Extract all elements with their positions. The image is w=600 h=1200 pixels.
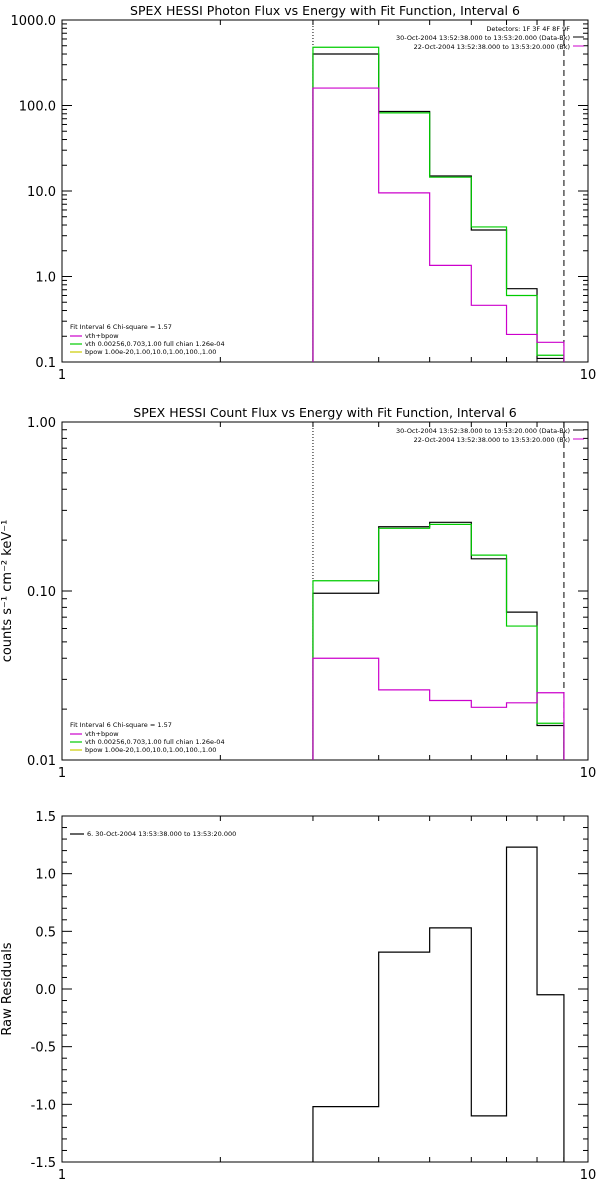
- info-line: 30-Oct-2004 13:52:38.000 to 13:53:20.000…: [396, 427, 570, 435]
- info-line: Detectors: 1F 3F 4F 8F 9F: [486, 25, 570, 33]
- chart-title: SPEX HESSI Photon Flux vs Energy with Fi…: [130, 3, 520, 18]
- y-tick-label: 1.5: [35, 810, 56, 825]
- series-data-histogram: [312, 521, 565, 760]
- series-data-histogram: [312, 53, 565, 362]
- series-total_fit-histogram: [312, 46, 565, 362]
- info-line: 22-Oct-2004 13:52:38.000 to 13:53:20.000…: [414, 436, 570, 444]
- x-tick-label: 1: [58, 368, 66, 383]
- legend-label: bpow 1.00e-20,1.00,10.0,1.00,100.,1.00: [85, 746, 216, 754]
- y-tick-label: 1.00: [27, 416, 56, 431]
- legend-title: Fit Interval 6 Chi-square = 1.57: [70, 323, 172, 331]
- y-tick-label: 100.0: [19, 100, 56, 115]
- plot-data-area: [312, 20, 565, 362]
- info-line: 22-Oct-2004 13:52:38.000 to 13:53:20.000…: [414, 43, 570, 51]
- x-tick-label: 10: [580, 1168, 597, 1183]
- legend-label: vth 0.00256,0.703,1.00 full chian 1.26e-…: [85, 340, 225, 348]
- legend-label: bpow 1.00e-20,1.00,10.0,1.00,100.,1.00: [85, 348, 216, 356]
- y-tick-label: -1.5: [31, 1156, 56, 1171]
- chart-panel-2: SPEX HESSI Count Flux vs Energy with Fit…: [0, 405, 596, 781]
- y-tick-label: 1.0: [35, 868, 56, 883]
- plot-frame: [61, 19, 589, 363]
- x-tick-label: 1: [58, 1168, 66, 1183]
- chart-panel-3: 1 10 1.5 1.0 0.5 0.0 -0.5 -1.0 -1.5 Raw Residuals…: [0, 810, 596, 1183]
- legend-label: vth+bpow: [85, 730, 119, 738]
- legend-title: Fit Interval 6 Chi-square = 1.57: [70, 721, 172, 729]
- y-axis-label: Raw Residuals: [0, 942, 15, 1035]
- x-tick-label: 10: [580, 368, 597, 383]
- x-tick-label: 10: [580, 766, 597, 781]
- y-tick-label: 1.0: [35, 271, 56, 286]
- y-tick-label: 0.0: [35, 983, 56, 998]
- y-tick-label: -1.0: [31, 1098, 56, 1113]
- series-background-histogram: [312, 657, 565, 760]
- y-tick-label: 0.1: [35, 356, 56, 371]
- legend-label: vth 0.00256,0.703,1.00 full chian 1.26e-…: [85, 738, 225, 746]
- plot-data-area: [312, 422, 565, 760]
- y-tick-label: -0.5: [31, 1041, 56, 1056]
- legend-label: vth+bpow: [85, 332, 119, 340]
- series-total_fit-histogram: [312, 523, 565, 760]
- chart-panel-1: SPEX HESSI Photon Flux vs Energy with Fi…: [11, 3, 597, 383]
- y-tick-label: 0.5: [35, 925, 56, 940]
- info-line: 30-Oct-2004 13:52:38.000 to 13:53:20.000…: [396, 34, 570, 42]
- legend-label: 6. 30-Oct-2004 13:53:38.000 to 13:53:20.…: [87, 830, 236, 838]
- y-tick-label: 0.10: [27, 585, 56, 600]
- y-tick-label: 1000.0: [11, 14, 57, 29]
- x-tick-label: 1: [58, 766, 66, 781]
- chart-title: SPEX HESSI Count Flux vs Energy with Fit…: [133, 405, 516, 420]
- y-tick-label: 10.0: [27, 185, 56, 200]
- plot-frame: [61, 421, 589, 761]
- series-data-histogram: [312, 846, 565, 1162]
- plot-frame: [61, 815, 589, 1163]
- y-tick-label: 0.01: [27, 754, 56, 769]
- series-vth-histogram: [312, 87, 565, 362]
- y-axis-label: counts s⁻¹ cm⁻² keV⁻¹: [0, 520, 15, 663]
- plot-data-area: [312, 846, 565, 1162]
